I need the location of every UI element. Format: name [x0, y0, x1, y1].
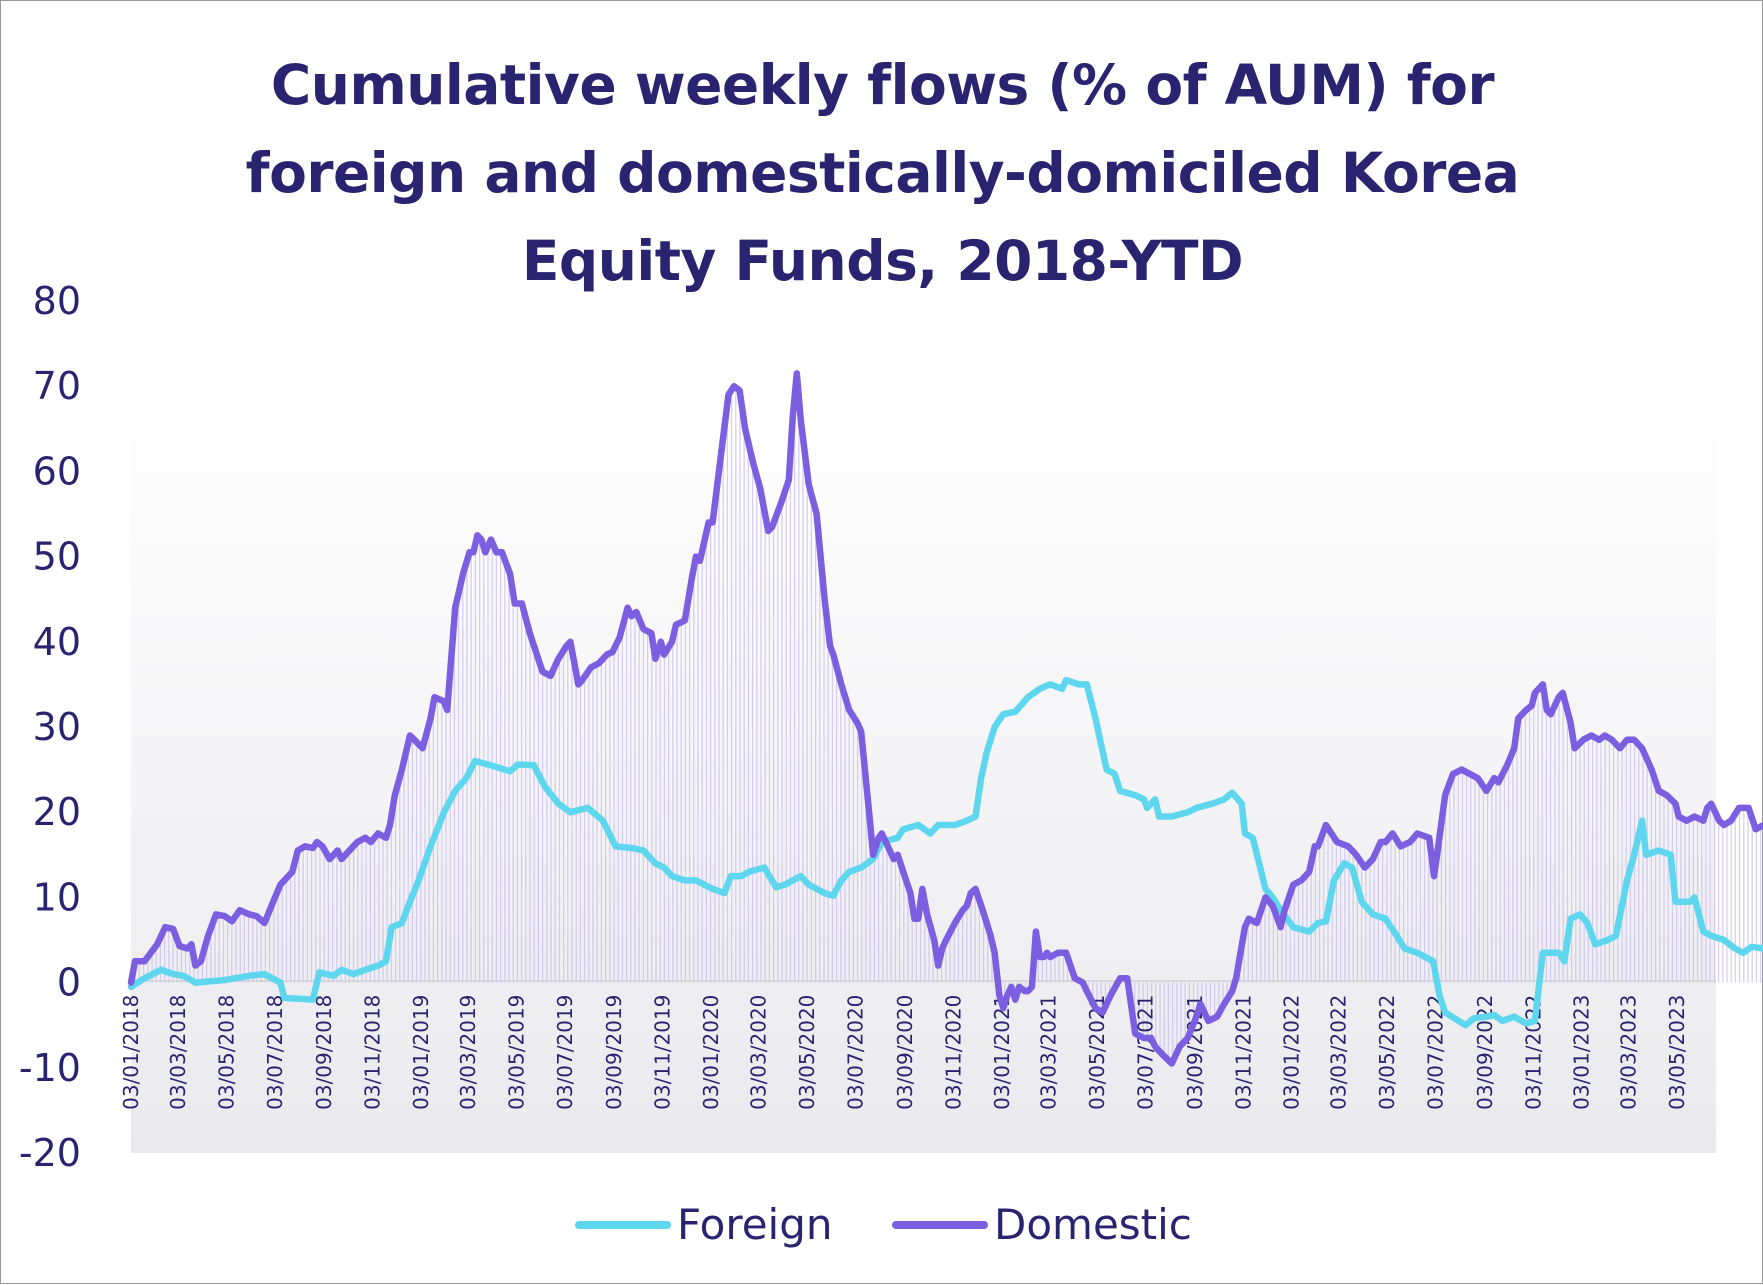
plot-background [131, 381, 1716, 1153]
x-tick-label: 03/11/2018 [361, 995, 385, 1110]
x-tick-label: 03/09/2020 [893, 995, 917, 1110]
x-tick-label: 03/03/2022 [1327, 995, 1351, 1110]
legend-label-foreign: Foreign [677, 1200, 833, 1249]
domestic-area-hatch [134, 387, 1762, 1062]
x-tick-label: 03/03/2021 [1037, 995, 1061, 1110]
x-tick-label: 03/01/2020 [699, 995, 723, 1110]
y-tick-label: 30 [33, 705, 81, 749]
y-tick-label: 50 [33, 535, 81, 579]
y-axis-ticks: 80 70 60 50 40 30 20 10 0 -10 -20 [19, 279, 81, 1175]
x-tick-label: 03/01/2023 [1570, 995, 1594, 1110]
y-tick-label: -20 [19, 1131, 81, 1175]
x-tick-label: 03/05/2020 [795, 995, 819, 1110]
y-tick-label: -10 [19, 1046, 81, 1090]
y-tick-label: 40 [33, 620, 81, 664]
series-line-domestic [127, 370, 1763, 1067]
x-tick-label: 03/01/2018 [119, 995, 143, 1110]
x-tick-label: 03/09/2019 [602, 995, 626, 1110]
x-tick-label: 03/07/2018 [263, 995, 287, 1110]
x-tick-label: 03/11/2020 [941, 995, 965, 1110]
x-tick-label: 03/03/2023 [1617, 995, 1641, 1110]
x-tick-label: 03/05/2023 [1665, 995, 1689, 1110]
chart-title: Cumulative weekly flows (% of AUM) for f… [245, 53, 1520, 293]
y-tick-label: 0 [57, 961, 81, 1005]
series-lines [127, 370, 1763, 1067]
x-tick-label: 03/09/2018 [312, 995, 336, 1110]
x-tick-label: 03/11/2019 [651, 995, 675, 1110]
y-tick-label: 10 [33, 875, 81, 919]
x-tick-label: 03/01/2022 [1280, 995, 1304, 1110]
x-tick-label: 03/01/2019 [409, 995, 433, 1110]
x-tick-label: 03/05/2018 [214, 995, 238, 1110]
x-tick-label: 03/01/2021 [990, 995, 1014, 1110]
x-tick-label: 03/03/2018 [166, 995, 190, 1110]
x-tick-label: 03/03/2020 [747, 995, 771, 1110]
x-tick-label: 03/07/2021 [1134, 995, 1158, 1110]
series-line-foreign [127, 676, 1763, 1029]
x-tick-label: 03/09/2022 [1473, 995, 1497, 1110]
x-axis-ticks: 03/01/2018 03/03/2018 03/05/2018 03/07/2018… [119, 995, 1689, 1110]
legend-label-domestic: Domestic [994, 1200, 1192, 1249]
x-tick-label: 03/05/2022 [1375, 995, 1399, 1110]
legend: Foreign Domestic [575, 1200, 1192, 1249]
x-tick-label: 03/11/2021 [1231, 995, 1255, 1110]
y-tick-label: 20 [33, 790, 81, 834]
x-tick-label: 03/07/2020 [844, 995, 868, 1110]
y-tick-label: 60 [33, 449, 81, 493]
y-tick-label: 80 [33, 279, 81, 323]
x-tick-label: 03/03/2019 [456, 995, 480, 1110]
x-tick-label: 03/05/2019 [504, 995, 528, 1110]
x-tick-label: 03/07/2019 [553, 995, 577, 1110]
y-tick-label: 70 [33, 364, 81, 408]
